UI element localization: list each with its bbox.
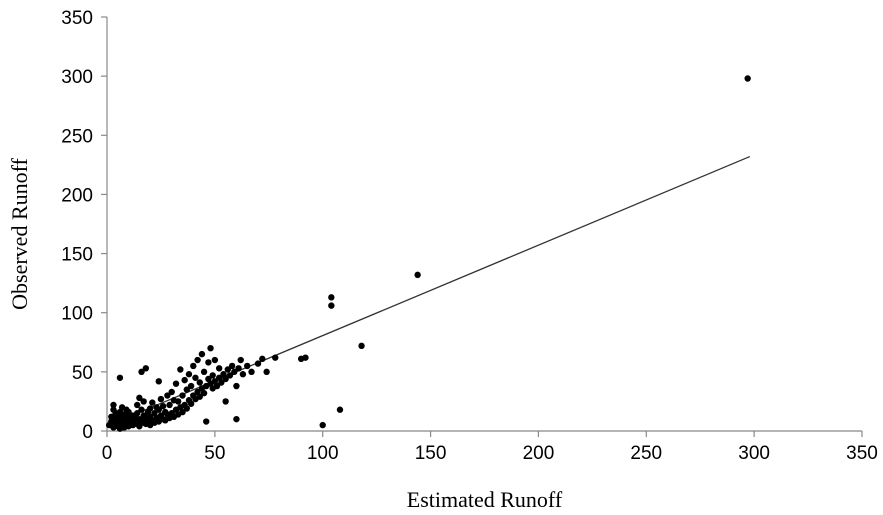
y-tick-label: 0 — [82, 422, 93, 443]
data-point — [177, 366, 184, 373]
data-point — [185, 371, 193, 378]
data-point — [336, 406, 344, 413]
data-point — [134, 410, 141, 417]
data-point — [166, 401, 173, 409]
data-point — [272, 354, 279, 361]
data-point — [198, 350, 206, 358]
data-point — [146, 405, 154, 412]
data-point — [319, 421, 326, 429]
data-point — [205, 359, 212, 366]
x-axis-title: Estimated Runoff — [407, 487, 563, 512]
data-point — [110, 401, 117, 409]
data-point — [174, 398, 182, 405]
x-tick-label: 350 — [846, 443, 878, 464]
data-point — [213, 382, 221, 390]
x-tick-label: 300 — [738, 443, 770, 464]
y-tick-label: 300 — [61, 67, 93, 88]
data-point — [196, 379, 203, 386]
data-point — [328, 302, 335, 309]
data-point — [172, 380, 180, 387]
data-point — [196, 393, 203, 400]
data-point — [744, 75, 751, 82]
data-point — [224, 366, 231, 373]
data-point — [136, 394, 143, 402]
data-point — [239, 371, 247, 378]
data-point — [187, 382, 195, 390]
data-point — [159, 402, 167, 410]
data-points — [105, 75, 751, 432]
data-point — [358, 342, 365, 350]
data-point — [222, 398, 229, 405]
data-point — [125, 408, 132, 416]
x-tick-label: 0 — [102, 443, 113, 464]
data-point — [237, 356, 244, 364]
y-tick-label: 250 — [61, 126, 93, 147]
data-point — [209, 372, 216, 379]
y-tick-label: 150 — [61, 245, 93, 266]
data-point — [138, 368, 145, 376]
data-point — [179, 408, 186, 416]
data-point — [200, 368, 208, 376]
data-point — [138, 406, 145, 413]
y-tick-label: 50 — [72, 363, 93, 384]
data-point — [233, 382, 240, 390]
data-point — [142, 365, 150, 372]
data-point — [168, 388, 175, 396]
data-point — [155, 406, 162, 413]
data-point — [192, 374, 199, 381]
data-point — [179, 392, 186, 399]
y-tick-label: 100 — [61, 304, 93, 325]
data-point — [226, 372, 234, 379]
y-axis-title: Observed Runoff — [7, 157, 32, 309]
data-point — [248, 368, 255, 376]
data-point — [200, 389, 208, 397]
data-point — [244, 362, 251, 370]
data-point — [140, 398, 147, 405]
data-point — [181, 376, 188, 384]
data-point — [116, 374, 124, 381]
data-point — [190, 362, 197, 370]
data-point — [149, 399, 156, 406]
x-axis-ticks: 0 50 100 150 200 250 300 350 — [102, 431, 878, 464]
data-point — [157, 395, 165, 403]
data-point — [235, 365, 242, 372]
x-tick-label: 100 — [307, 443, 339, 464]
data-point — [134, 401, 141, 409]
data-point — [218, 379, 225, 386]
y-tick-label: 350 — [61, 8, 93, 29]
data-point — [187, 400, 195, 407]
data-point — [254, 360, 262, 367]
data-point — [164, 392, 171, 399]
data-point — [222, 375, 229, 383]
axes — [106, 17, 862, 432]
data-point — [183, 405, 191, 412]
y-axis-ticks: 0 50 100 150 200 250 300 350 — [61, 8, 107, 443]
x-tick-label: 200 — [523, 443, 555, 464]
data-point — [228, 362, 236, 370]
x-tick-label: 250 — [630, 443, 662, 464]
x-tick-label: 150 — [415, 443, 447, 464]
data-point — [328, 294, 335, 301]
data-point — [259, 355, 266, 363]
data-point — [215, 365, 223, 372]
data-point — [194, 356, 201, 364]
data-point — [207, 345, 214, 352]
data-point — [233, 415, 240, 423]
data-point — [231, 368, 238, 376]
data-point — [263, 368, 270, 376]
data-point — [183, 386, 191, 393]
x-tick-label: 50 — [204, 443, 225, 464]
y-tick-label: 200 — [61, 185, 93, 206]
data-point — [414, 271, 421, 279]
data-point — [211, 356, 219, 364]
data-point — [302, 354, 309, 361]
data-point — [155, 378, 162, 385]
data-point — [203, 418, 210, 425]
data-point — [136, 423, 143, 430]
